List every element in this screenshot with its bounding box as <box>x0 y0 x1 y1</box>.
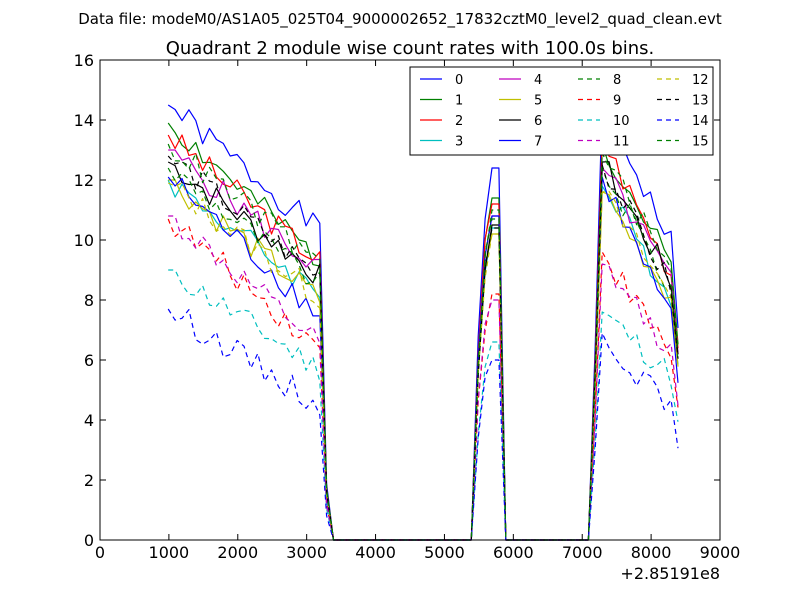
x-tick-label: 0 <box>95 543 105 562</box>
y-tick-label: 6 <box>84 351 94 370</box>
legend-label-4: 4 <box>534 73 542 88</box>
figure-suptitle: Data file: modeM0/AS1A05_025T04_90000026… <box>78 10 722 29</box>
y-tick-label: 16 <box>74 51 94 70</box>
legend-label-7: 7 <box>534 135 542 150</box>
legend-label-11: 11 <box>613 135 630 150</box>
x-tick-label: 6000 <box>493 543 534 562</box>
y-tick-label: 0 <box>84 531 94 550</box>
legend-label-6: 6 <box>534 114 542 129</box>
x-tick-label: 7000 <box>562 543 603 562</box>
legend-label-15: 15 <box>692 135 709 150</box>
series-line-14 <box>167 308 679 541</box>
y-tick-label: 8 <box>84 291 94 310</box>
legend-label-5: 5 <box>534 94 542 109</box>
x-tick-label: 9000 <box>700 543 741 562</box>
series-line-13 <box>167 155 679 541</box>
y-tick-label: 10 <box>74 231 94 250</box>
x-tick-label: 1000 <box>149 543 190 562</box>
legend-label-9: 9 <box>613 94 621 109</box>
x-tick-label: 2000 <box>217 543 258 562</box>
series-line-11 <box>168 215 679 541</box>
series-layer <box>167 101 679 541</box>
legend-label-0: 0 <box>455 73 463 88</box>
y-tick-label: 4 <box>84 411 94 430</box>
x-offset-label: +2.85191e8 <box>620 564 720 583</box>
legend-label-12: 12 <box>692 73 709 88</box>
x-tick-label: 8000 <box>631 543 672 562</box>
x-tick-label: 3000 <box>286 543 327 562</box>
y-tick-label: 12 <box>74 171 94 190</box>
legend-label-1: 1 <box>455 94 463 109</box>
legend-label-13: 13 <box>692 94 709 109</box>
legend-label-8: 8 <box>613 73 621 88</box>
legend-label-3: 3 <box>455 135 463 150</box>
y-tick-label: 14 <box>74 111 94 130</box>
legend-label-2: 2 <box>455 114 463 129</box>
chart-title: Quadrant 2 module wise count rates with … <box>166 38 655 59</box>
x-tick-label: 4000 <box>355 543 396 562</box>
y-tick-label: 2 <box>84 471 94 490</box>
x-tick-label: 5000 <box>424 543 465 562</box>
axis-ticks: 0 1000 2000 3000 4000 5000 6000 7000 8000 9000 0 2 4… <box>74 51 741 562</box>
series-line-15 <box>167 143 679 541</box>
legend-box <box>409 66 714 156</box>
legend-label-14: 14 <box>692 114 709 129</box>
legend-label-10: 10 <box>613 114 630 129</box>
